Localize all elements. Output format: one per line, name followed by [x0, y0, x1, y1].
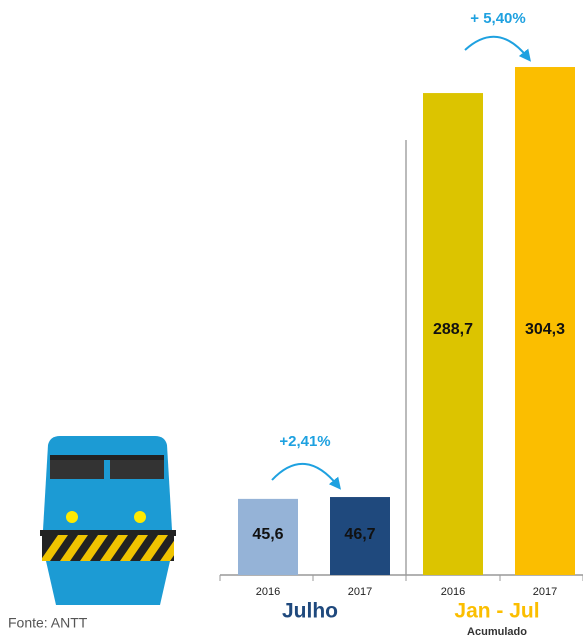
- x-tick-label: 2017: [348, 586, 372, 598]
- arrow: [464, 35, 531, 62]
- source: Fonte: ANTT: [8, 615, 88, 631]
- annotation: + 5,40%: [470, 10, 525, 27]
- value-label: 288,7: [433, 321, 473, 338]
- bar: [515, 67, 575, 575]
- x-tick-label: 2017: [533, 586, 557, 598]
- group-label: Julho: [282, 600, 338, 623]
- annotation: +2,41%: [279, 433, 330, 450]
- x-tick-label: 2016: [256, 586, 280, 598]
- group-label: Jan - Jul: [454, 600, 539, 623]
- value-label: 46,7: [344, 526, 375, 543]
- x-tick-label: 2016: [441, 586, 465, 598]
- arrow: [271, 463, 342, 490]
- value-label: 304,3: [525, 321, 565, 338]
- value-label: 45,6: [252, 526, 283, 543]
- group-sublabel: Acumulado: [467, 626, 527, 638]
- train-icon: [40, 436, 176, 605]
- bar: [330, 497, 390, 575]
- bar: [423, 93, 483, 576]
- bar: [238, 498, 298, 575]
